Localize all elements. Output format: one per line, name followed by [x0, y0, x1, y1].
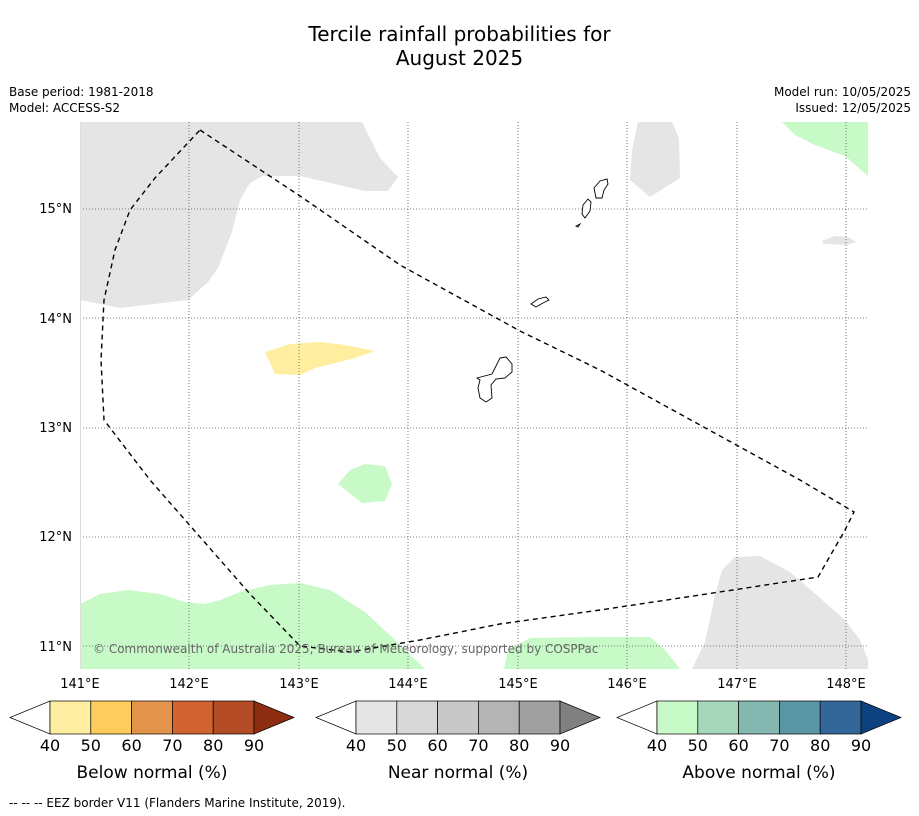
colorbar-below-tick: 70: [162, 736, 182, 755]
model-run-text: Model run: 10/05/2025: [773, 85, 911, 99]
copyright-text: © Commonwealth of Australia 2025, Bureau…: [93, 642, 598, 656]
lat-tick-label: 13°N: [39, 421, 72, 436]
colorbar-below-segment: [131, 700, 173, 735]
map-plot-area: [80, 122, 868, 669]
above-normal-region-northeast: [782, 122, 868, 176]
colorbar-near-segment: [478, 700, 520, 735]
island-saipan: [593, 178, 609, 199]
above-normal-region-southwest: [80, 583, 425, 669]
coastlines: [475, 178, 609, 403]
colorbar-below-tick: 90: [244, 736, 264, 755]
island-tinian: [581, 198, 592, 219]
colorbar-above: 40 50 60 70 80 90 Above normal (%): [616, 700, 902, 783]
metadata-left: Base period: 1981-2018 Model: ACCESS-S2: [9, 84, 154, 116]
lon-tick-label: 146°E: [607, 677, 647, 692]
colorbar-above-label: Above normal (%): [682, 763, 835, 783]
colorbar-below-segment: [49, 700, 92, 735]
eez-border: [100, 129, 855, 653]
issued-text: Issued: 12/05/2025: [795, 101, 911, 115]
colorbar-near-tick: 50: [387, 736, 407, 755]
map-title: Tercile rainfall probabilities for Augus…: [0, 22, 919, 70]
colorbar-above-tick: 90: [851, 736, 871, 755]
colorbar-above-segment: [779, 700, 821, 735]
model-text: Model: ACCESS-S2: [9, 101, 121, 115]
colorbar-below-arrow-low: [9, 700, 51, 735]
colorbar-below-segment: [90, 700, 132, 735]
island-rota: [530, 296, 550, 308]
colorbar-near-segment: [355, 700, 398, 735]
colorbar-near-tick: 70: [468, 736, 488, 755]
colorbar-below-segment: [212, 700, 255, 735]
colorbar-above-arrow-high: [860, 700, 902, 735]
colorbar-near: 40 50 60 70 80 90 Near normal (%): [315, 700, 601, 783]
near-normal-region-east-small: [822, 236, 856, 245]
colorbar-near-tick: 90: [550, 736, 570, 755]
lon-tick-label: 147°E: [717, 677, 757, 692]
colorbar-above-segment: [819, 700, 862, 735]
colorbar-near-tick: 40: [346, 736, 366, 755]
title-line-1: Tercile rainfall probabilities for: [308, 22, 611, 46]
colorbar-below-tick: 40: [40, 736, 60, 755]
colorbar-near-arrow-high: [559, 700, 601, 735]
colorbar-above-arrow-low: [616, 700, 658, 735]
colorbar-above-segment: [697, 700, 739, 735]
gridlines: [80, 122, 868, 669]
lon-tick-label: 145°E: [498, 677, 538, 692]
colorbar-above-segment: [656, 700, 699, 735]
colorbar-below-segment: [172, 700, 214, 735]
colorbar-below-tick: 50: [81, 736, 101, 755]
above-normal-region-centre: [338, 464, 392, 503]
colorbar-below-label: Below normal (%): [77, 763, 228, 783]
colorbar-below-arrow-high: [253, 700, 295, 735]
eez-footnote: -- -- -- EEZ border V11 (Flanders Marine…: [9, 796, 346, 810]
colorbar-near-segment: [518, 700, 561, 735]
colorbar-above-tick: 80: [810, 736, 830, 755]
lon-tick-label: 142°E: [169, 677, 209, 692]
colorbar-below-tick: 60: [121, 736, 141, 755]
lat-tick-label: 11°N: [39, 640, 72, 655]
colorbar-above-tick: 50: [688, 736, 708, 755]
colorbar-below-tick: 80: [203, 736, 223, 755]
colorbar-above-segment: [738, 700, 780, 735]
near-normal-region-northwest: [80, 122, 398, 308]
lat-tick-label: 14°N: [39, 312, 72, 327]
latitude-tick-labels: 15°N 14°N 13°N 12°N 11°N: [39, 202, 72, 655]
below-normal-region: [265, 342, 375, 375]
colorbar-above-tick: 40: [647, 736, 667, 755]
above-normal-region-south: [504, 637, 680, 669]
colorbar-above-tick: 70: [769, 736, 789, 755]
colorbar-below: 40 50 60 70 80 90 Below normal (%): [9, 700, 295, 783]
colorbar-near-label: Near normal (%): [388, 763, 528, 783]
near-normal-region-southeast: [692, 556, 868, 669]
title-line-2: August 2025: [395, 46, 524, 70]
metadata-right: Model run: 10/05/2025 Issued: 12/05/2025: [774, 84, 911, 116]
lon-tick-label: 141°E: [60, 677, 100, 692]
colorbar-near-arrow-low: [315, 700, 357, 735]
colorbar-near-segment: [396, 700, 438, 735]
lon-tick-label: 143°E: [279, 677, 319, 692]
colorbar-near-tick: 60: [427, 736, 447, 755]
lon-tick-label: 148°E: [826, 677, 866, 692]
island-aguijan: [574, 222, 582, 228]
lat-tick-label: 12°N: [39, 530, 72, 545]
colorbar-near-segment: [437, 700, 479, 735]
base-period-text: Base period: 1981-2018: [9, 85, 154, 99]
near-normal-region-north: [630, 122, 680, 197]
lon-tick-label: 144°E: [388, 677, 428, 692]
lat-tick-label: 15°N: [39, 202, 72, 217]
island-guam: [475, 356, 513, 403]
colorbar-above-tick: 60: [728, 736, 748, 755]
longitude-tick-labels: 141°E 142°E 143°E 144°E 145°E 146°E 147°…: [60, 677, 866, 692]
colorbar-near-tick: 80: [509, 736, 529, 755]
